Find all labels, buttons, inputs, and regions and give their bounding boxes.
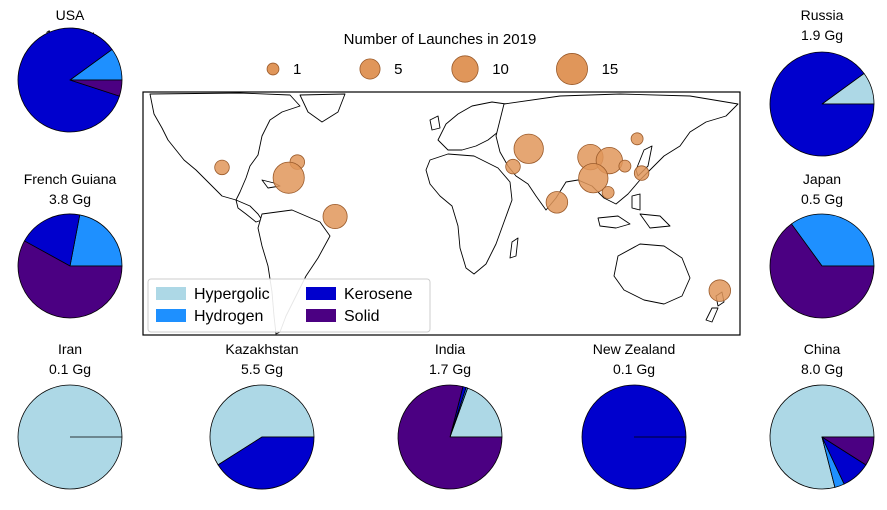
pie-slice <box>17 27 120 133</box>
pie-total-label: 1.9 Gg <box>801 27 843 43</box>
legend-box <box>147 278 431 333</box>
launch-site-marker <box>578 163 609 194</box>
launch-site-marker <box>322 203 348 229</box>
pie-slice <box>769 51 875 157</box>
legend-label: Kerosene <box>344 286 413 303</box>
size-legend-label: 10 <box>492 61 509 78</box>
pie-slice <box>769 223 875 319</box>
legend-label: Hydrogen <box>194 308 263 325</box>
size-legend-label: 5 <box>394 61 402 78</box>
pie-country-label: Russia <box>801 7 844 23</box>
launch-site-marker <box>630 132 644 146</box>
launch-site-markers <box>214 132 732 302</box>
legend-swatch <box>306 309 336 322</box>
pie-slice <box>769 384 875 490</box>
pie-india: India 1.7 Gg <box>397 341 503 490</box>
map-title: Number of Launches in 2019 <box>344 31 537 48</box>
size-legend: 1 5 10 15 <box>266 53 619 85</box>
pie-slice <box>17 240 123 319</box>
pie-total-label: 3.8 Gg <box>49 191 91 207</box>
pie-slice <box>791 213 875 267</box>
launch-site-marker <box>618 159 632 173</box>
legend-swatch <box>156 309 186 322</box>
pie-slice <box>209 384 315 466</box>
launch-site-marker <box>633 165 650 181</box>
propellant-legend: Hypergolic Kerosene Hydrogen Solid <box>147 278 431 333</box>
pie-country-label: India <box>435 341 466 357</box>
size-legend-marker <box>556 53 588 85</box>
pie-total-label: 8.0 Gg <box>801 361 843 377</box>
legend-label: Hypergolic <box>194 286 270 303</box>
pie-total-label: 0.5 Gg <box>801 191 843 207</box>
launch-site-marker <box>214 159 230 176</box>
launch-site-marker <box>272 161 305 194</box>
pie-country-label: New Zealand <box>593 341 676 357</box>
size-legend-label: 1 <box>293 61 301 78</box>
pie-slice <box>217 436 315 490</box>
pie-country-label: China <box>804 341 841 357</box>
pie-iran: Iran 0.1 Gg <box>17 341 123 490</box>
pie-total-label: 0.1 Gg <box>613 361 655 377</box>
pie-slice <box>449 387 503 438</box>
pie-country-label: Kazakhstan <box>225 341 298 357</box>
pie-country-label: French Guiana <box>24 171 117 187</box>
pie-usa: USA10.7 Gg <box>17 7 123 133</box>
pie-slice <box>397 384 503 490</box>
size-legend-marker <box>451 55 479 83</box>
pie-total-label: 0.1 Gg <box>49 361 91 377</box>
pie-charts: USA10.7 Gg Russia 1.9 Gg French Guiana 3.8 G… <box>17 7 875 490</box>
launch-site-marker <box>505 158 521 175</box>
pie-country-label: USA <box>56 7 85 23</box>
size-legend-marker <box>359 58 381 80</box>
legend-label: Solid <box>344 308 380 325</box>
pie-new-zealand: New Zealand 0.1 Gg <box>581 341 687 490</box>
launch-site-marker <box>601 186 615 199</box>
launch-site-marker <box>545 191 569 214</box>
legend-swatch <box>306 287 336 300</box>
size-legend-label: 15 <box>602 61 619 78</box>
pie-china: China 8.0 Gg <box>769 341 875 490</box>
pie-french-guiana: French Guiana 3.8 Gg <box>17 171 123 319</box>
pie-country-label: Japan <box>803 171 841 187</box>
size-legend-marker <box>266 62 280 76</box>
legend-swatch <box>156 287 186 300</box>
pie-russia: Russia 1.9 Gg <box>769 7 875 157</box>
pie-slice <box>821 436 875 466</box>
launch-site-marker <box>513 133 544 164</box>
pie-slice <box>69 79 123 97</box>
pie-slice <box>69 214 123 267</box>
pie-kazakhstan: Kazakhstan 5.5 Gg <box>209 341 315 490</box>
pie-country-label: Iran <box>58 341 82 357</box>
pie-slice <box>24 213 81 267</box>
pie-japan: Japan 0.5 Gg <box>769 171 875 319</box>
pie-total-label: 1.7 Gg <box>429 361 471 377</box>
launch-site-marker <box>708 279 732 302</box>
pie-total-label: 5.5 Gg <box>241 361 283 377</box>
